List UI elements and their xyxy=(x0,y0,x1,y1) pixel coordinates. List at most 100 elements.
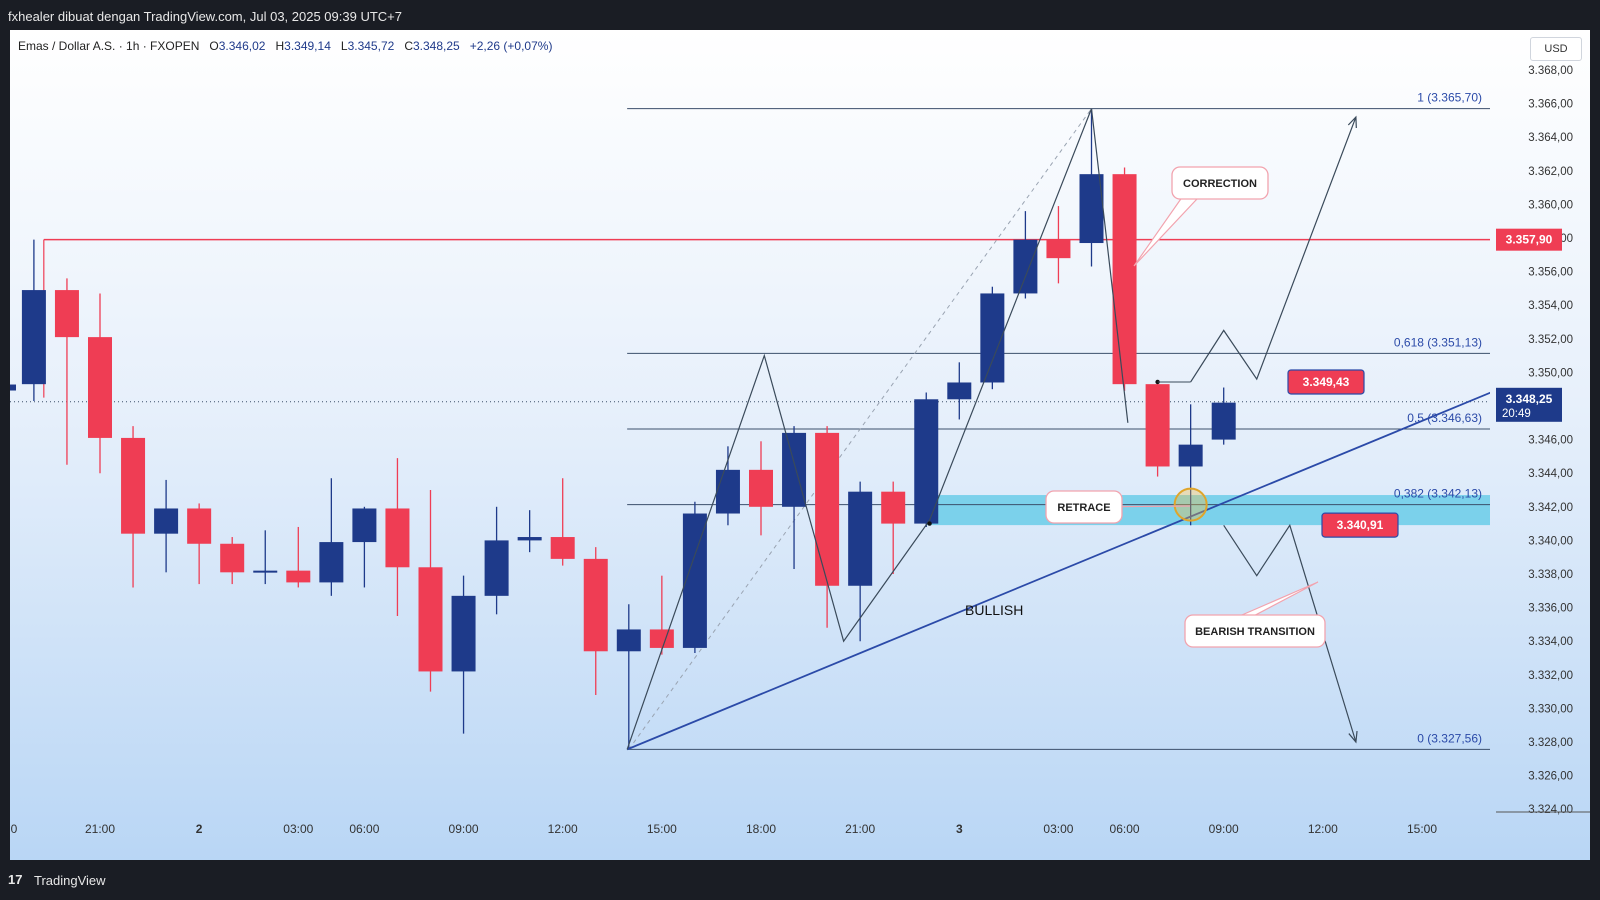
y-tick-label: 3.336,00 xyxy=(1528,603,1573,615)
plot-group: 1 (3.365,70) 0,618 (3.351,13) 0,5 (3.346,6… xyxy=(10,91,1490,751)
candle-body xyxy=(1211,402,1236,440)
fib-level-label: 0,5 (3.346,63) xyxy=(1407,411,1482,425)
correction-callout-box xyxy=(1171,166,1269,200)
left-edge-marker xyxy=(10,384,16,391)
fib-level-label: 0 (3.327,56) xyxy=(1417,731,1482,745)
x-tick-label: 3 xyxy=(956,822,963,836)
chart-area[interactable]: 1 (3.365,70) 0,618 (3.351,13) 0,5 (3.346,6… xyxy=(10,30,1590,860)
x-tick-label: 2 xyxy=(196,822,203,836)
candle-body xyxy=(484,540,509,596)
candle-body xyxy=(220,543,245,573)
y-tick-label: 3.346,00 xyxy=(1528,435,1573,447)
candle-body xyxy=(54,290,79,338)
y-tick-label: 3.352,00 xyxy=(1528,334,1573,346)
candle-body xyxy=(815,432,840,586)
close-label: C xyxy=(404,39,413,53)
resistance-axis-label: 3.357,90 xyxy=(1506,233,1553,247)
change-value: +2,26 (+0,07%) xyxy=(469,39,553,53)
price-tag-3349-box xyxy=(1287,369,1365,395)
price-tag-3340-text: 3.340,91 xyxy=(1337,518,1384,532)
candle-body xyxy=(517,537,542,541)
x-tick-label: 03:00 xyxy=(1043,822,1073,836)
y-tick-label: 3.344,00 xyxy=(1528,468,1573,480)
y-tick-label: 3.356,00 xyxy=(1528,267,1573,279)
x-tick-label: 12:00 xyxy=(548,822,578,836)
retrace-callout-text: RETRACE xyxy=(1057,502,1110,514)
candle-body xyxy=(914,399,939,524)
resistance-axis-box xyxy=(1496,228,1562,251)
open-label: O xyxy=(209,39,219,53)
close-value: 3.348,25 xyxy=(412,39,460,53)
bar-countdown-label: 20:49 xyxy=(1502,408,1531,420)
x-tick-label: 06:00 xyxy=(1110,822,1140,836)
ohlc-legend: Emas / Dollar A.S. · 1h · FXOPEN O3.346,… xyxy=(18,39,552,53)
current-price-axis-label: 3.348,25 xyxy=(1506,392,1553,406)
candle-body xyxy=(980,293,1005,383)
candle-body xyxy=(715,469,740,514)
y-tick-label: 3.326,00 xyxy=(1528,771,1573,783)
candle-body xyxy=(947,382,972,400)
y-axis: 3.368,00 3.366,00 3.364,00 3.362,00 3.360,00… xyxy=(1496,65,1590,816)
x-tick-label: 18:00 xyxy=(746,822,776,836)
current-price-axis-box xyxy=(1496,387,1562,422)
y-tick-label: 3.360,00 xyxy=(1528,199,1573,211)
x-tick-label: 09:00 xyxy=(1209,822,1239,836)
fib-level-label: 0,618 (3.351,13) xyxy=(1394,335,1482,349)
x-tick-label: 06:00 xyxy=(349,822,379,836)
x-tick-label: 03:00 xyxy=(283,822,313,836)
candle-body xyxy=(1079,174,1104,244)
bullish-label: BULLISH xyxy=(965,602,1023,618)
x-tick-label: 0 xyxy=(11,822,18,836)
candle-body xyxy=(616,629,641,652)
chart-caption: fxhealer dibuat dengan TradingView.com, … xyxy=(8,9,402,24)
candle-body xyxy=(1112,174,1137,385)
retrace-callout-group: RETRACE xyxy=(1045,490,1191,524)
candle-body xyxy=(319,542,344,583)
currency-button[interactable]: USD xyxy=(1530,37,1582,61)
y-tick-label: 3.366,00 xyxy=(1528,99,1573,111)
candle-body xyxy=(550,537,575,559)
correction-callout-group: CORRECTION xyxy=(1133,166,1269,267)
ascending-trendline xyxy=(626,391,1490,751)
candle-body xyxy=(286,570,311,583)
bearish-transition-callout-box xyxy=(1184,614,1326,648)
correction-callout-text: CORRECTION xyxy=(1183,178,1257,190)
high-value: 3.349,14 xyxy=(284,39,331,53)
y-tick-label: 3.364,00 xyxy=(1528,132,1573,144)
candle-body xyxy=(1178,444,1203,467)
candle-body xyxy=(583,558,608,652)
tradingview-brand: TradingView xyxy=(34,873,106,888)
open-value: 3.346,02 xyxy=(218,39,266,53)
tradingview-logo: 17 xyxy=(8,872,23,887)
y-tick-label: 3.330,00 xyxy=(1528,703,1573,715)
y-tick-label: 3.368,00 xyxy=(1528,65,1573,77)
candle-body xyxy=(187,508,212,544)
y-tick-label: 3.328,00 xyxy=(1528,737,1573,749)
low-value: 3.345,72 xyxy=(347,39,395,53)
retrace-callout-box xyxy=(1045,490,1123,524)
wave-zigzag xyxy=(626,108,1129,750)
bearish-transition-callout-group: BEARISH TRANSITION xyxy=(1184,581,1326,648)
candle-body xyxy=(121,437,146,534)
candle-body xyxy=(1046,239,1071,259)
price-chart[interactable]: 1 (3.365,70) 0,618 (3.351,13) 0,5 (3.346,6… xyxy=(10,30,1590,860)
bearish-transition-callout-text: BEARISH TRANSITION xyxy=(1195,626,1315,638)
y-tick-label: 3.350,00 xyxy=(1528,367,1573,379)
candle-body xyxy=(352,508,377,543)
low-label: L xyxy=(340,39,348,53)
fib-level-label: 1 (3.365,70) xyxy=(1417,91,1482,105)
x-tick-label: 15:00 xyxy=(1407,822,1437,836)
symbol-label: Emas / Dollar A.S. · 1h · FXOPEN xyxy=(18,39,200,53)
candle-body xyxy=(253,570,278,573)
candle-body xyxy=(848,491,873,586)
candle-body xyxy=(782,432,807,507)
fib-level-label: 0,382 (3.342,13) xyxy=(1394,487,1482,501)
x-tick-label: 09:00 xyxy=(449,822,479,836)
x-tick-label: 21:00 xyxy=(85,822,115,836)
high-label: H xyxy=(275,39,285,53)
candle-body xyxy=(451,595,476,672)
x-tick-label: 12:00 xyxy=(1308,822,1338,836)
candle-body xyxy=(385,508,410,568)
candle-body xyxy=(21,290,46,385)
top-caption-bar: fxhealer dibuat dengan TradingView.com, … xyxy=(0,0,1600,30)
